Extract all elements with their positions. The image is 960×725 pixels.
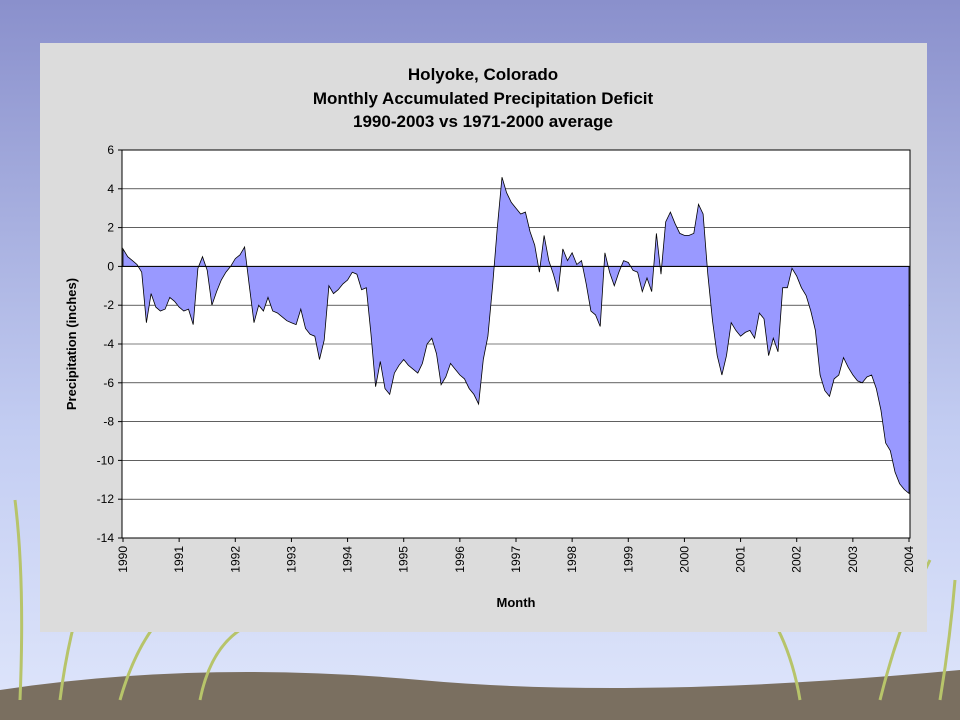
x-tick-label: 1999 [621,546,635,573]
x-axis-label: Month [497,595,536,610]
x-tick-label: 1998 [565,546,579,573]
x-tick-label: 2001 [734,546,748,573]
x-tick-label: 1996 [453,546,467,573]
y-axis-label: Precipitation (inches) [64,278,79,410]
x-tick-label: 1994 [341,546,355,573]
title: Holyoke, Colorado Monthly Accumulated Pr… [313,65,654,131]
y-tick-label: -4 [103,337,114,351]
y-tick-label: -10 [97,453,115,467]
x-tick-label: 2000 [677,546,691,573]
y-tick-label: -2 [103,298,114,312]
ground [0,670,960,720]
title-line: 1990-2003 vs 1971-2000 average [353,112,613,131]
x-tick-label: 2002 [790,546,804,573]
y-tick-label: -6 [103,376,114,390]
title-line: Holyoke, Colorado [408,65,558,84]
x-tick-label: 1990 [116,546,130,573]
x-tick-label: 2004 [902,546,916,573]
x-tick-label: 1995 [397,546,411,573]
x-tick-label: 1991 [172,546,186,573]
x-tick-label: 1992 [228,546,242,573]
y-tick-label: 6 [107,143,114,157]
x-tick-label: 1993 [284,546,298,573]
x-tick-label: 1997 [509,546,523,573]
y-tick-label: 4 [107,182,114,196]
y-tick-label: 2 [107,221,114,235]
y-tick-label: 0 [107,259,114,273]
y-tick-label: -14 [97,531,115,545]
y-tick-label: -8 [103,415,114,429]
x-tick-label: 2003 [846,546,860,573]
area [122,177,910,495]
title-line: Monthly Accumulated Precipitation Defici… [313,89,654,108]
y-tick-label: -12 [97,492,115,506]
